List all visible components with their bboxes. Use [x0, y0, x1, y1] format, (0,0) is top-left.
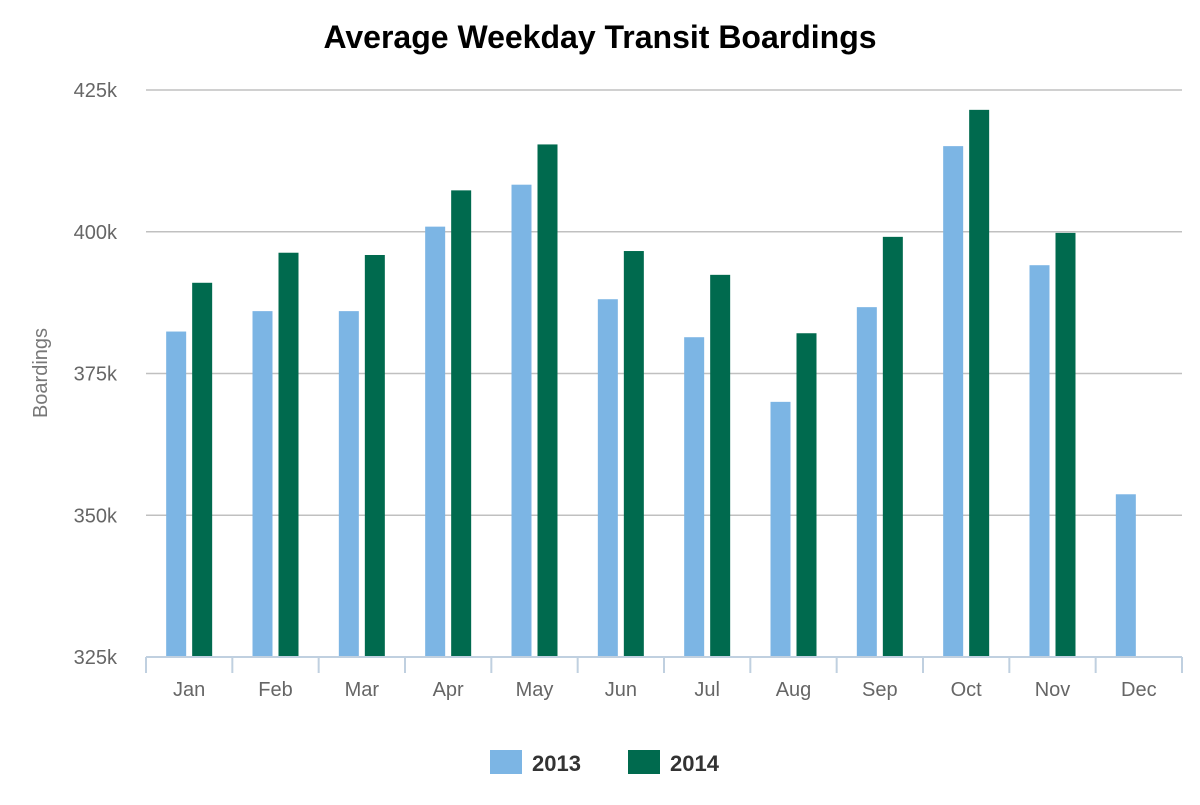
bar-2013-may[interactable] — [511, 184, 532, 657]
y-tick-label: 325k — [74, 647, 118, 669]
x-tick-label: Jun — [605, 679, 637, 701]
x-tick-label: Sep — [862, 679, 898, 701]
bar-2014-mar[interactable] — [364, 254, 385, 657]
bar-2014-jun[interactable] — [623, 251, 644, 657]
legend-item-2014[interactable]: 2014 — [628, 750, 720, 776]
legend-label: 2014 — [670, 751, 720, 776]
y-axis-label: Boardings — [30, 328, 52, 418]
bar-2014-sep[interactable] — [882, 236, 903, 657]
bar-2014-nov[interactable] — [1055, 232, 1076, 657]
bar-2013-feb[interactable] — [252, 311, 273, 657]
y-tick-label: 425k — [74, 80, 118, 102]
y-tick-label: 350k — [74, 505, 118, 527]
bar-2014-aug[interactable] — [796, 333, 817, 657]
bar-2014-may[interactable] — [537, 144, 558, 657]
x-tick-label: Aug — [776, 679, 812, 701]
bar-2013-jun[interactable] — [597, 299, 618, 657]
bar-2013-oct[interactable] — [943, 146, 964, 657]
legend-swatch — [490, 750, 522, 774]
x-tick-label: Apr — [433, 679, 464, 701]
bar-2014-oct[interactable] — [969, 109, 990, 658]
bar-2013-mar[interactable] — [338, 311, 359, 657]
x-tick-label: Feb — [258, 679, 292, 701]
chart-title: Average Weekday Transit Boardings — [323, 19, 876, 55]
x-tick-label: Jan — [173, 679, 205, 701]
bar-2014-jul[interactable] — [710, 274, 731, 657]
bar-2013-dec[interactable] — [1115, 494, 1136, 657]
legend-item-2013[interactable]: 2013 — [490, 750, 581, 776]
bar-2013-jul[interactable] — [684, 337, 705, 657]
x-tick-label: Mar — [345, 679, 380, 701]
bar-2014-jan[interactable] — [192, 282, 213, 657]
bar-2014-feb[interactable] — [278, 252, 299, 657]
legend-swatch — [628, 750, 660, 774]
bar-2014-apr[interactable] — [451, 190, 472, 657]
bar-2013-sep[interactable] — [856, 307, 877, 657]
x-tick-label: Nov — [1035, 679, 1071, 701]
bar-2013-aug[interactable] — [770, 401, 791, 657]
x-tick-label: May — [516, 679, 554, 701]
y-tick-label: 400k — [74, 222, 118, 244]
x-tick-label: Dec — [1121, 679, 1157, 701]
x-tick-label: Jul — [694, 679, 720, 701]
bar-2013-jan[interactable] — [166, 331, 187, 657]
y-tick-label: 375k — [74, 364, 118, 386]
x-tick-label: Oct — [951, 679, 983, 701]
legend-label: 2013 — [532, 751, 581, 776]
bar-2013-nov[interactable] — [1029, 265, 1050, 657]
bar-2013-apr[interactable] — [425, 226, 446, 657]
